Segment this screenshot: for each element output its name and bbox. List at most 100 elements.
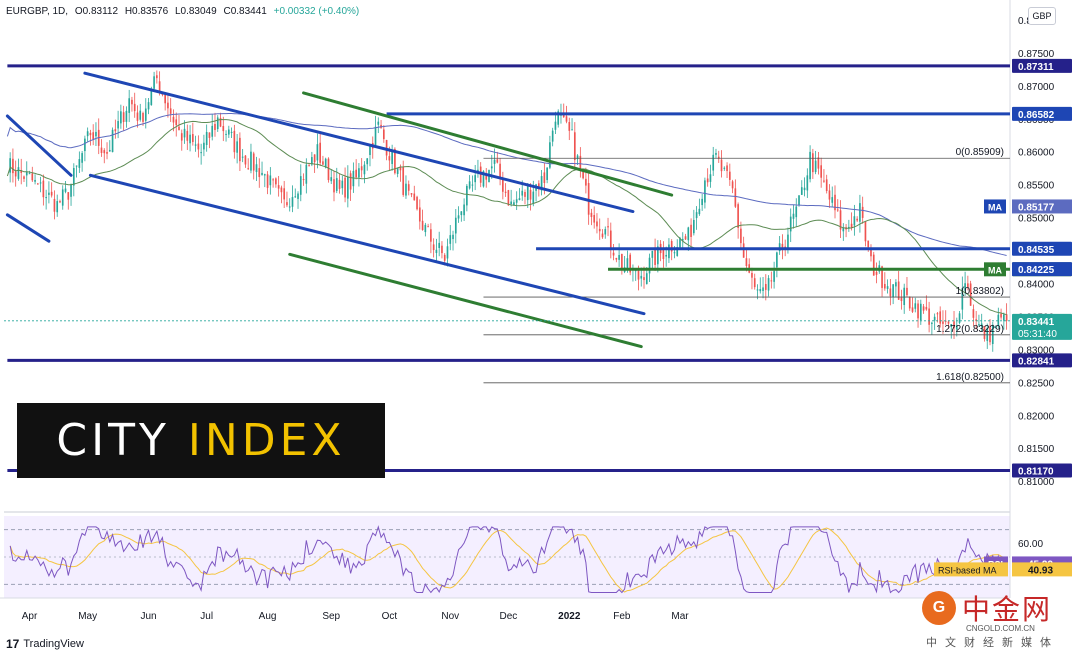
- candle-body: [897, 281, 900, 300]
- current-price-axis-label-bg: [1012, 313, 1072, 340]
- candle-body: [942, 321, 944, 324]
- candle-body: [529, 189, 532, 200]
- rsi-ma-value-bg: [1012, 562, 1072, 577]
- candle-body: [515, 199, 518, 203]
- candle-body: [701, 198, 703, 206]
- candle-body: [352, 170, 355, 187]
- candle-body: [211, 125, 214, 137]
- candle-body: [496, 159, 499, 163]
- candle-body: [23, 176, 25, 179]
- candle-body: [277, 185, 280, 189]
- candle-body: [84, 138, 86, 152]
- candle-body: [507, 190, 510, 206]
- candle-body: [463, 204, 465, 216]
- candle-body: [219, 117, 222, 127]
- candle-body: [571, 129, 573, 131]
- candle-body: [360, 166, 363, 171]
- candle-body: [568, 122, 571, 131]
- candle-body: [621, 254, 623, 270]
- candle-body: [955, 325, 958, 330]
- candle-body: [349, 173, 352, 190]
- candle-body: [787, 234, 789, 250]
- candle-body: [728, 171, 731, 180]
- candle-body: [657, 246, 659, 265]
- candle-body: [565, 116, 568, 122]
- candle-body: [358, 168, 360, 178]
- rsi-ma-value-label: 40.93: [1028, 565, 1053, 576]
- candle-body: [117, 121, 119, 129]
- price-tick-label: 0.86000: [1018, 148, 1055, 159]
- candle-body: [922, 306, 925, 311]
- candle-body: [418, 207, 421, 222]
- candle-body: [64, 188, 67, 192]
- currency-button[interactable]: GBP: [1028, 7, 1056, 25]
- candle-body: [457, 215, 460, 219]
- rsi-ma-tag-bg: [934, 562, 1008, 577]
- time-axis-label: Dec: [499, 611, 517, 622]
- candle-body: [78, 159, 81, 168]
- candle-body: [886, 286, 889, 289]
- candle-body: [158, 81, 161, 93]
- candle-body: [366, 158, 369, 165]
- symbol-label[interactable]: EURGBP, 1D,: [6, 6, 69, 17]
- candle-body: [297, 193, 299, 199]
- candle-body: [576, 155, 579, 160]
- candle-body: [424, 224, 427, 233]
- candle-body: [521, 190, 524, 196]
- ma-tag-bg: [984, 262, 1006, 277]
- candle-body: [504, 191, 507, 193]
- candle-body: [294, 196, 297, 198]
- candle-body: [269, 175, 272, 186]
- candle-body: [645, 273, 648, 285]
- candle-body: [499, 163, 501, 179]
- candle-body: [914, 303, 917, 309]
- candle-body: [194, 144, 197, 146]
- price-tick-label: 0.81000: [1018, 477, 1055, 488]
- candle-body: [236, 141, 238, 153]
- candle-body: [889, 288, 892, 297]
- candle-body: [706, 178, 709, 183]
- candle-body: [474, 175, 477, 183]
- level-axis-label: 0.87311: [1018, 62, 1054, 73]
- time-axis-label: Apr: [22, 611, 38, 622]
- candle-body: [252, 153, 255, 171]
- candle-body: [590, 212, 593, 218]
- candle-body: [601, 233, 604, 238]
- candle-body: [892, 284, 894, 297]
- candle-body: [532, 191, 535, 204]
- candle-body: [809, 151, 811, 180]
- candle-body: [443, 254, 446, 261]
- candle-body: [454, 217, 457, 234]
- candle-body: [490, 166, 493, 169]
- candle-body: [709, 174, 712, 182]
- candle-body: [540, 176, 543, 191]
- candle-body: [925, 306, 928, 310]
- fib-level-label: 1(0.83802): [956, 286, 1004, 297]
- candle-body: [717, 156, 720, 159]
- candle-body: [607, 226, 609, 228]
- candle-body: [120, 111, 122, 124]
- ma-tag-bg: [984, 199, 1006, 214]
- candle-body: [720, 159, 723, 172]
- candle-body: [784, 246, 787, 248]
- level-axis-label-bg: [1012, 463, 1072, 478]
- candle-body: [333, 179, 335, 193]
- candle-body: [881, 266, 883, 288]
- candle-body: [764, 283, 767, 290]
- green-upper-channel-trendline: [302, 91, 674, 197]
- candle-body: [407, 184, 410, 191]
- candle-body: [106, 151, 108, 154]
- candle-body: [48, 192, 50, 195]
- candle-body: [178, 126, 180, 131]
- tradingview-branding[interactable]: 17 TradingView: [6, 637, 84, 651]
- candle-body: [156, 75, 158, 79]
- time-axis-label: Sep: [322, 611, 340, 622]
- candle-body: [125, 110, 128, 122]
- candle-body: [180, 133, 183, 141]
- candle-body: [975, 319, 978, 321]
- candle-body: [70, 184, 72, 197]
- price-tick-label: 0.87500: [1018, 49, 1055, 60]
- candle-body: [432, 244, 435, 251]
- candle-body: [241, 156, 244, 158]
